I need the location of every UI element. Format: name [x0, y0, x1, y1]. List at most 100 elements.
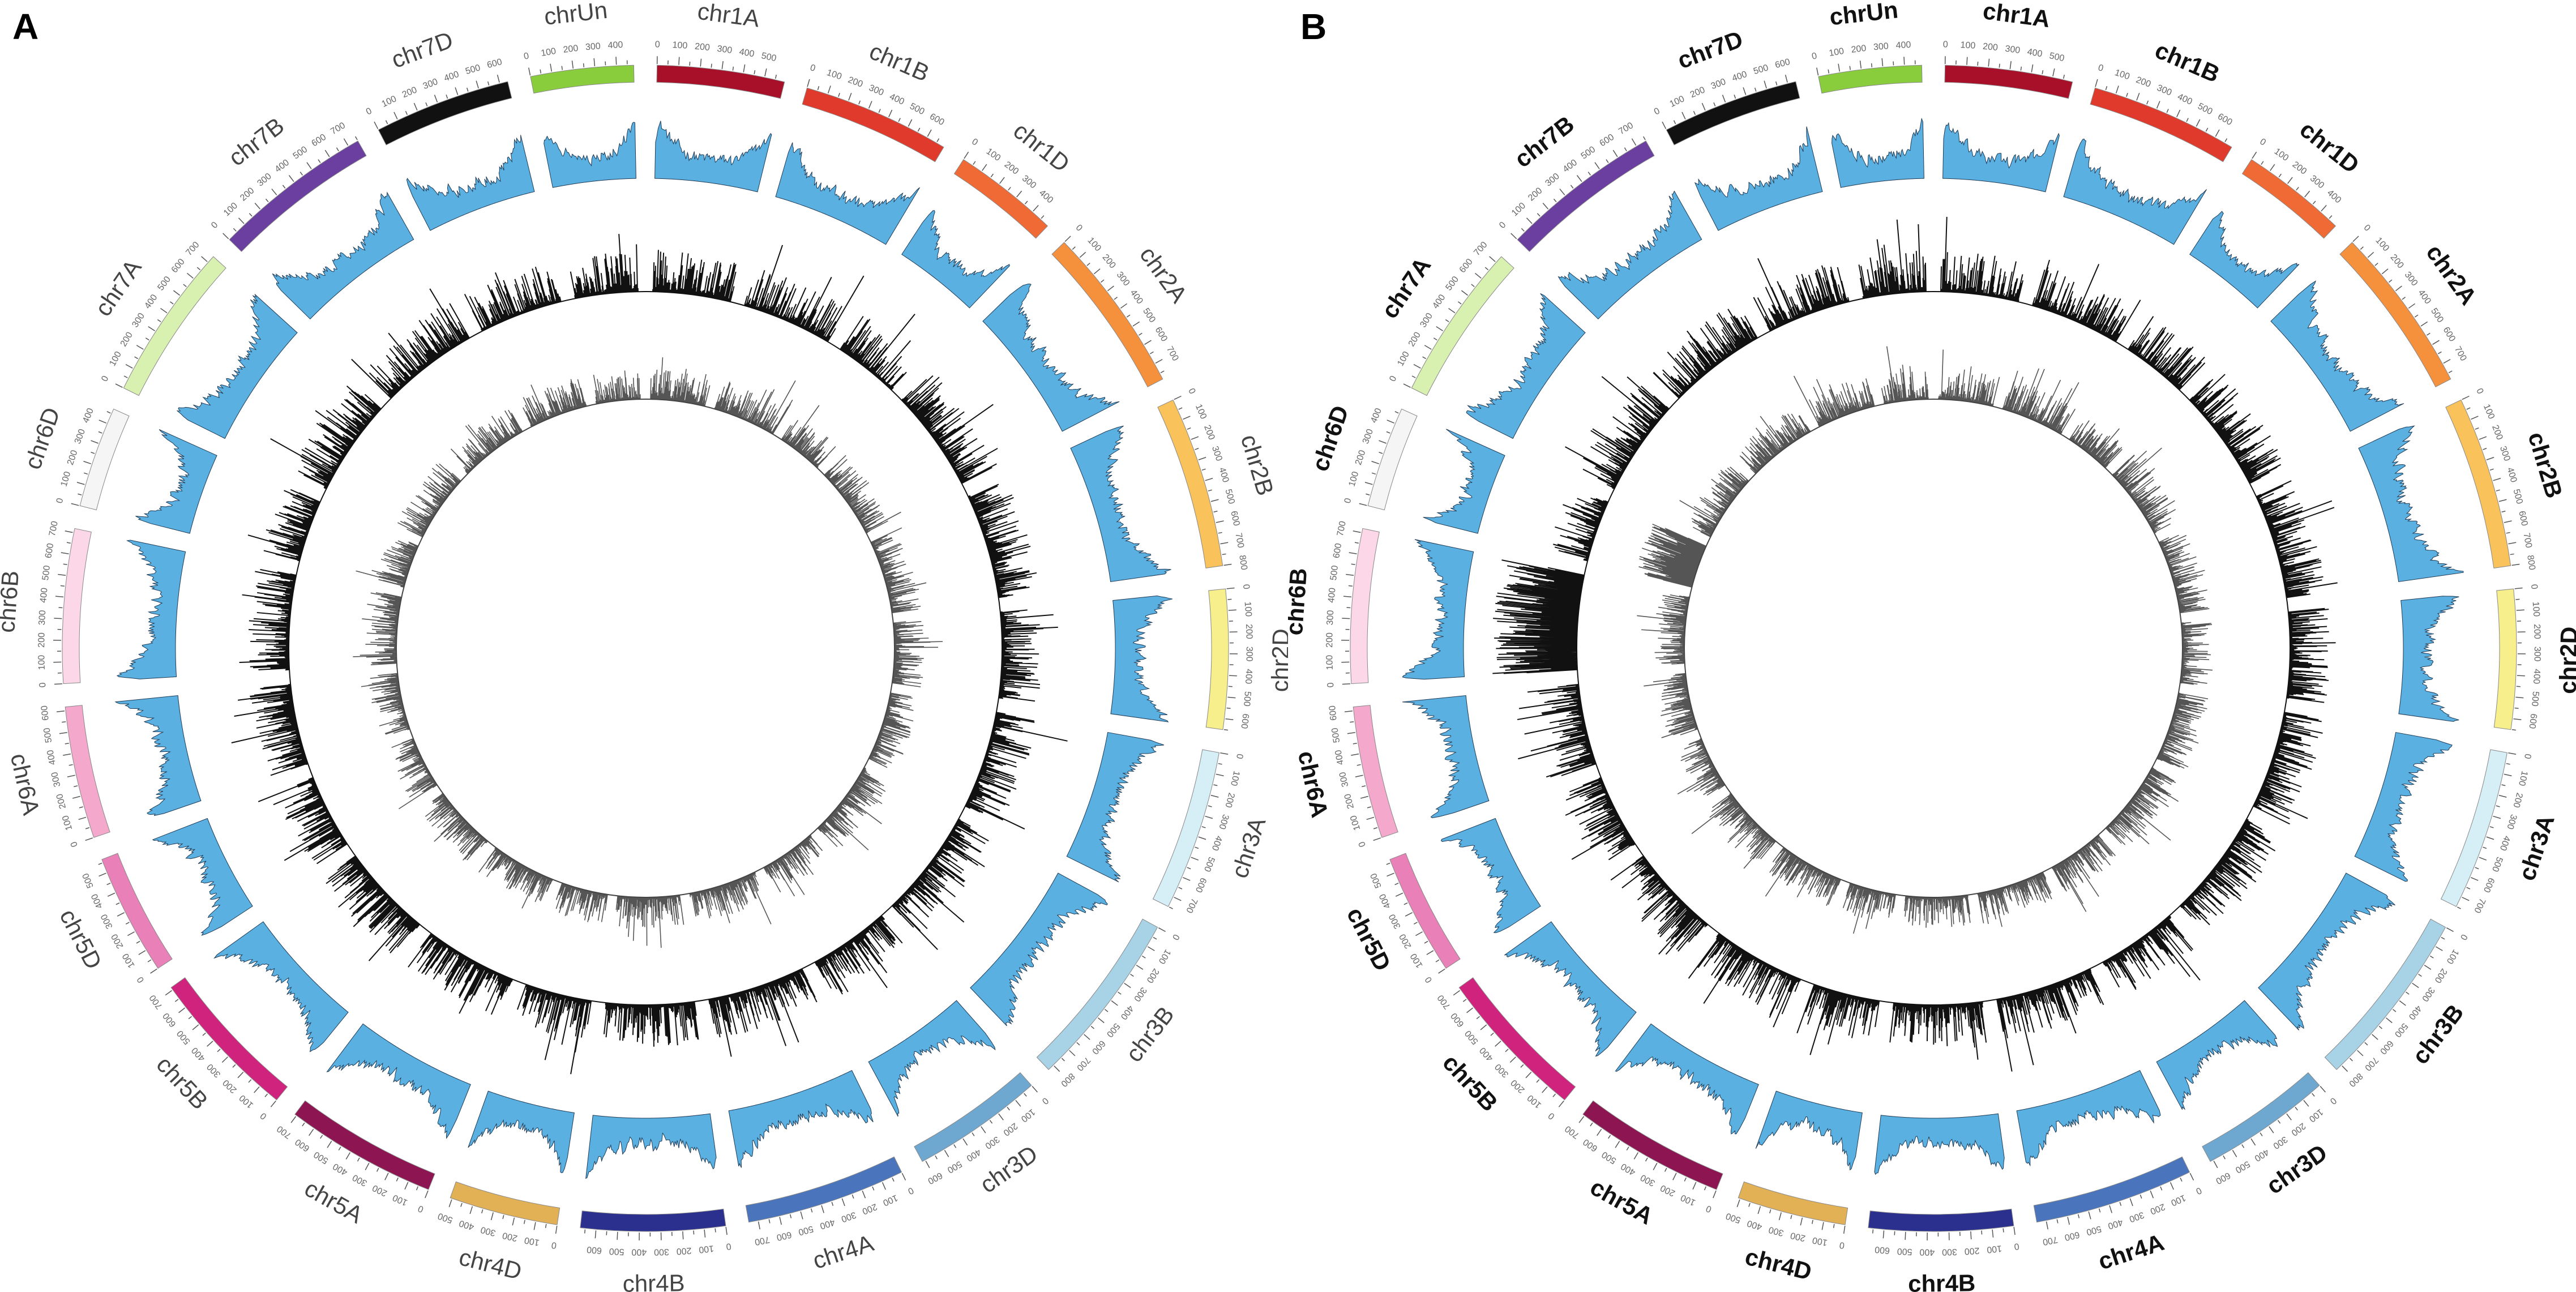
- tick-label: 500: [2429, 306, 2445, 324]
- scale-tick: [1653, 1162, 1658, 1170]
- scale-tick: [376, 1167, 379, 1172]
- scale-tick: [2088, 1211, 2091, 1220]
- scale-tick: [1999, 63, 2000, 68]
- scale-tick: [1348, 585, 1353, 587]
- scale-tick: [2498, 499, 2507, 502]
- scale-tick: [2002, 1228, 2004, 1233]
- scale-tick: [66, 542, 71, 544]
- scale-tick: [2448, 370, 2453, 374]
- scale-tick: [2160, 1186, 2163, 1191]
- tick-label: 100: [1019, 1107, 1037, 1124]
- scale-tick: [1126, 314, 1131, 318]
- scale-tick: [1387, 420, 1394, 424]
- scale-tick: [237, 1072, 244, 1079]
- scale-tick: [2381, 268, 2389, 275]
- scale-tick: [1405, 912, 1413, 917]
- tick-label: 100: [1229, 770, 1241, 787]
- scale-tick: [1988, 58, 1990, 67]
- density-bars-grey-chr6A: [1644, 673, 1698, 738]
- tick-label: 0: [2361, 223, 2372, 233]
- tick-label: 500: [1330, 727, 1342, 743]
- scale-tick: [1226, 707, 1231, 709]
- scale-tick: [1859, 60, 1862, 69]
- scale-tick: [2295, 1106, 2298, 1111]
- density-area-chr5B: [1504, 921, 1637, 1057]
- scale-tick: [1072, 246, 1076, 250]
- ideogram-chr4B: [1868, 1208, 2014, 1232]
- tick-label: 100: [222, 201, 239, 219]
- scale-tick: [2126, 93, 2128, 97]
- scale-tick: [264, 1093, 268, 1097]
- ideogram-chr4D: [450, 1181, 560, 1225]
- scale-tick: [69, 764, 73, 766]
- scale-tick: [1811, 1220, 1813, 1224]
- tick-label: 400: [888, 92, 905, 107]
- tick-label: 300: [2155, 83, 2173, 98]
- scale-tick: [2489, 826, 2494, 828]
- scale-tick: [201, 256, 208, 262]
- scale-tick: [1139, 332, 1142, 336]
- scale-tick: [413, 102, 418, 111]
- ideogram-chr7B: [1517, 140, 1655, 253]
- tick-label: 700: [2472, 897, 2487, 914]
- tick-label: 300: [1493, 1062, 1510, 1079]
- scale-tick: [302, 1122, 305, 1127]
- tick-label: 500: [2233, 1159, 2252, 1175]
- scale-tick: [1843, 1225, 1846, 1234]
- tick-label: 500: [945, 1159, 964, 1175]
- scale-tick: [2486, 836, 2494, 840]
- tick-label: 200: [1982, 42, 1998, 53]
- tick-label: 300: [840, 1210, 857, 1224]
- scale-tick: [1681, 112, 1686, 119]
- scale-tick: [1394, 883, 1399, 885]
- tick-label: 400: [2325, 188, 2343, 206]
- density-bars-grey-chrUn: [1881, 346, 1929, 404]
- chromosome-label-chr6A: chr6A: [1293, 748, 1333, 820]
- scale-tick: [540, 69, 542, 74]
- tick-label: 500: [292, 144, 310, 161]
- density-area-chr5D: [152, 818, 253, 936]
- scale-tick: [2515, 598, 2520, 600]
- scale-tick: [2052, 68, 2055, 76]
- density-area-chr1D: [901, 210, 1010, 309]
- scale-tick: [2496, 805, 2500, 807]
- scale-tick: [384, 1173, 389, 1180]
- scale-tick: [2515, 696, 2524, 699]
- ideogram-chr7D: [1666, 81, 1800, 146]
- scale-tick: [1015, 1100, 1021, 1107]
- tick-label: 200: [119, 331, 135, 349]
- scale-tick: [248, 1079, 252, 1083]
- scale-tick: [385, 120, 388, 125]
- scale-tick: [615, 57, 617, 65]
- tick-label: 400: [1210, 835, 1224, 852]
- scale-tick: [1624, 147, 1627, 152]
- tick-label: 200: [1354, 449, 1368, 467]
- tick-label: 400: [331, 1161, 349, 1177]
- density-area-chr2A: [982, 283, 1120, 432]
- scale-tick: [1355, 775, 1363, 777]
- scale-tick: [2471, 877, 2479, 881]
- tick-label: 300: [2532, 647, 2542, 662]
- tick-label: 600: [170, 257, 187, 275]
- tick-label: 500: [1444, 275, 1461, 293]
- ideogram-chr5D: [101, 853, 173, 969]
- scale-tick: [851, 1194, 854, 1199]
- scale-tick: [2402, 297, 2406, 300]
- tick-label: 200: [563, 44, 579, 55]
- tick-label: 500: [2196, 101, 2214, 117]
- chromosome-label-chr3D: chr3D: [2261, 1139, 2332, 1200]
- scale-tick: [1130, 974, 1134, 977]
- scale-tick: [1510, 233, 1517, 239]
- tick-label: 500: [156, 275, 173, 293]
- tick-label: 400: [1731, 70, 1748, 84]
- scale-tick: [65, 742, 69, 745]
- tick-label: 700: [1472, 240, 1489, 258]
- scale-tick: [1174, 395, 1182, 400]
- scale-tick: [1174, 897, 1182, 901]
- tick-label: 800: [1237, 554, 1249, 571]
- ideogram-chr5B: [1458, 977, 1576, 1101]
- scale-tick: [758, 1221, 760, 1230]
- tick-label: 600: [1328, 705, 1339, 721]
